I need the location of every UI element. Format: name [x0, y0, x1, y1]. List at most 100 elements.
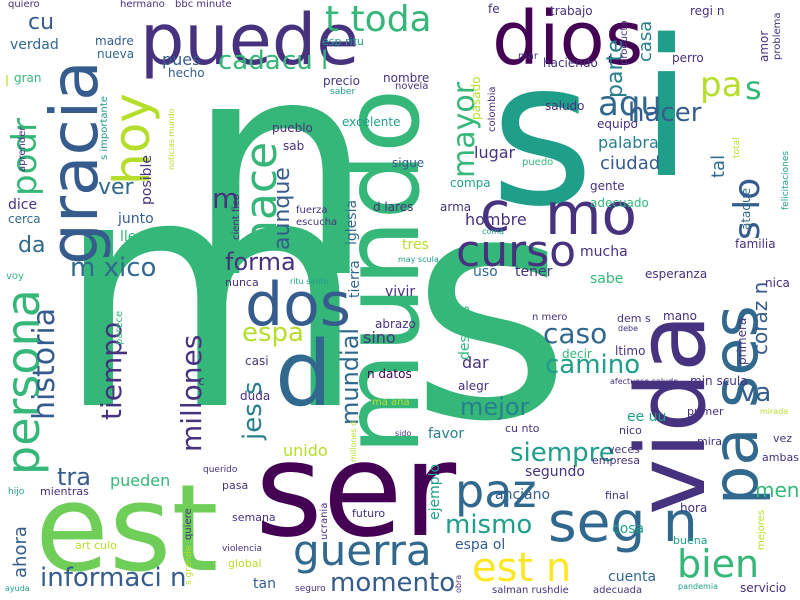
cloud-word-vez: vez — [773, 432, 793, 445]
cloud-word-historia: historia — [27, 307, 62, 420]
cloud-word-afectuoso-saludo: afectuoso saludo — [610, 377, 679, 386]
cloud-word-dem-s: dem s — [617, 312, 651, 325]
cloud-word-d: d — [275, 322, 333, 427]
cloud-word-pandemia: pandemia — [678, 582, 718, 591]
cloud-word-c: c — [480, 180, 511, 244]
cloud-word-equipo: equipo — [597, 117, 638, 131]
cloud-word-empresa: empresa — [592, 454, 640, 467]
cloud-word-perro: perro — [672, 51, 704, 65]
cloud-word-cu: cu — [28, 10, 55, 35]
cloud-word-dar: dar — [462, 353, 489, 372]
cloud-word-favor: favor — [428, 426, 465, 442]
cloud-word-nombre: nombre — [383, 71, 430, 85]
cloud-word-est-n: est n — [472, 545, 572, 591]
cloud-word-hacer: hacer — [628, 98, 702, 128]
cloud-word-mira: mira — [697, 435, 723, 448]
cloud-word-haciendo: haciendo — [543, 56, 598, 70]
cloud-word-sabe: sabe — [590, 271, 624, 287]
cloud-word-voy: voy — [6, 271, 24, 282]
cloud-word-ver: ver — [98, 175, 134, 200]
cloud-word-meno: meno — [755, 478, 800, 502]
cloud-word-futuro: futuro — [352, 507, 386, 520]
cloud-word-coraz-n: coraz n — [748, 281, 772, 355]
cloud-word-nueva: nueva — [97, 47, 135, 61]
cloud-word-adecuado: adecuado — [590, 196, 649, 210]
cloud-word-sido: sido — [395, 429, 412, 438]
cloud-word-junto: junto — [118, 211, 154, 227]
cloud-word-primer: primer — [687, 405, 724, 418]
cloud-word-quiere: quiere — [183, 508, 194, 540]
cloud-word-art-culo: art culo — [75, 539, 117, 552]
cloud-word-ejemplo: ejemplo — [427, 463, 443, 520]
cloud-word-cada: cada — [218, 46, 281, 76]
cloud-word-cient-fico: cient fico — [231, 194, 242, 240]
cloud-word-est: est — [35, 460, 219, 599]
cloud-word-lleva: lleva — [120, 229, 154, 245]
cloud-word-curso: curso — [456, 226, 577, 277]
cloud-word-final: final — [605, 489, 629, 502]
cloud-word-seg-n: seg n — [548, 490, 698, 554]
cloud-word-n-mero: n mero — [532, 312, 568, 323]
cloud-word-buena: buena — [673, 534, 708, 547]
cloud-word-vivir: vivir — [385, 284, 416, 300]
cloud-word-s-importante: s importante — [99, 96, 110, 160]
cloud-word-lugar: lugar — [474, 143, 516, 162]
cloud-word-duda: duda — [240, 389, 271, 403]
cloud-word-d-lares: d lares — [373, 200, 414, 214]
cloud-word-pueden: pueden — [110, 471, 171, 490]
cloud-word-segundo: segundo — [525, 464, 585, 480]
cloud-word-mirada: mirada — [760, 407, 789, 416]
cloud-word-t-toda: t toda — [325, 0, 432, 40]
cloud-word-servicio: servicio — [740, 581, 787, 595]
cloud-word-m: m — [55, 109, 367, 481]
cloud-word-ataque: ataque — [739, 187, 753, 230]
cloud-word-unido: unido — [283, 441, 328, 460]
cloud-word-tra: tra — [57, 463, 91, 491]
cloud-word-primera: primera — [735, 317, 749, 365]
cloud-word-mejores: mejores — [756, 509, 767, 550]
cloud-word-felicitaciones: felicitaciones — [781, 150, 791, 210]
cloud-word-mundial: mundial — [336, 327, 364, 425]
cloud-word-hijo: hijo — [8, 487, 25, 497]
cloud-word-momento: momento — [330, 568, 456, 598]
cloud-word-saber: saber — [330, 87, 356, 97]
cloud-word-ahora: ahora — [10, 526, 31, 578]
cloud-word-hombre: hombre — [465, 210, 527, 229]
cloud-word-amor: amor — [757, 30, 771, 62]
cloud-word-l: l — [5, 74, 9, 90]
cloud-word-aunque: aunque — [270, 167, 295, 250]
cloud-word-caso: caso — [543, 317, 608, 350]
cloud-word-familia: familia — [735, 237, 776, 251]
cloud-word-m-xico: m xico — [70, 253, 157, 283]
cloud-word-bien: bien — [677, 542, 760, 586]
cloud-word-tener: tener — [515, 264, 553, 280]
cloud-word-despu-s: despu s — [457, 305, 473, 360]
cloud-word-regi-n: regi n — [690, 4, 725, 18]
cloud-word-mientras: mientras — [40, 485, 89, 498]
cloud-word-c: c — [198, 374, 205, 388]
cloud-word-verdad: verdad — [10, 37, 59, 53]
cloud-word-mano: mano — [663, 309, 697, 323]
cloud-word-mejor: mejor — [460, 393, 530, 421]
cloud-word-aqu: aqu — [598, 84, 662, 124]
cloud-word-mucha: mucha — [580, 244, 628, 260]
cloud-word-novela: novela — [395, 81, 429, 92]
cloud-word-compa: compa — [450, 176, 491, 190]
cloud-word-saludo: saludo — [545, 99, 585, 113]
cloud-word-decir: decir — [562, 347, 592, 361]
cloud-word-hermano: hermano — [120, 0, 165, 10]
cloud-word-va: va — [740, 378, 772, 408]
cloud-word-bbc-minute: bbc minute — [175, 0, 232, 10]
cloud-word-espa: espa — [242, 318, 304, 348]
cloud-word-ee-uu: ee uu — [627, 409, 667, 425]
cloud-word-querido: querido — [203, 465, 238, 475]
cloud-word-s: s — [410, 129, 572, 490]
cloud-word-palabra: palabra — [598, 133, 659, 152]
cloud-word-semana: semana — [232, 511, 276, 524]
cloud-word-ucrania: ucrania — [319, 502, 330, 540]
cloud-word-ayuda: ayuda — [5, 584, 30, 593]
cloud-word-producto: producto — [619, 20, 630, 65]
cloud-word-aprender: aprender — [17, 126, 28, 172]
cloud-word-coma: coma — [482, 227, 504, 236]
